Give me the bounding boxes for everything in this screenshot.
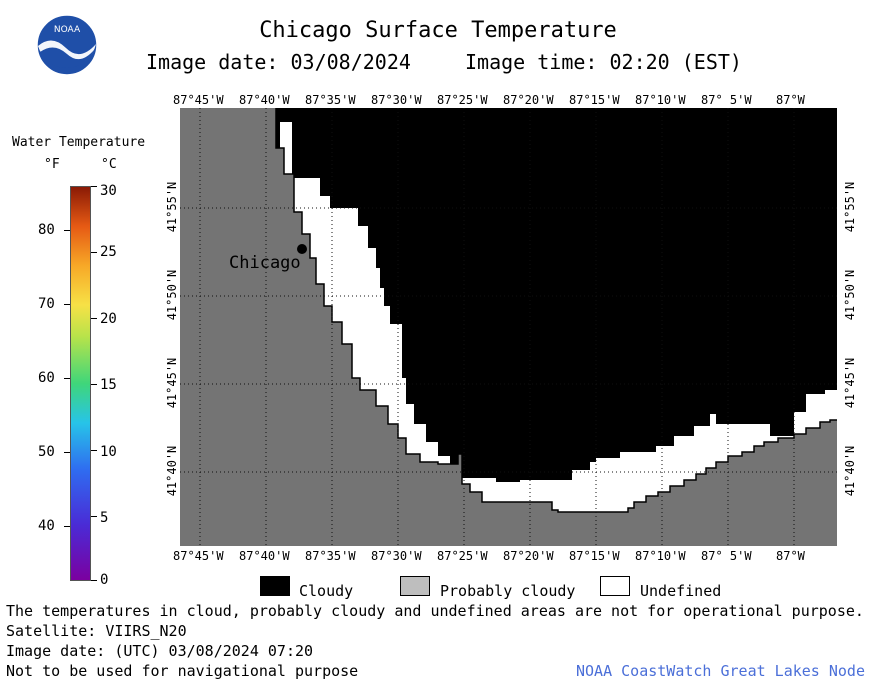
lon-label-bottom: 87°30'W	[371, 549, 422, 563]
legend-tick-c: 15	[100, 377, 117, 393]
probably-cloudy-label: Probably cloudy	[440, 582, 576, 600]
legend-tick-f: 80	[38, 222, 55, 238]
chicago-marker	[297, 244, 307, 254]
lon-label-top: 87°40'W	[239, 93, 290, 107]
legend-tick-f: 50	[38, 444, 55, 460]
page-title: Chicago Surface Temperature	[259, 18, 617, 43]
legend-tick-f: 40	[38, 518, 55, 534]
lon-label-bottom: 87° 5'W	[701, 549, 752, 563]
lat-label-right: 41°55'N	[843, 181, 857, 233]
navigation-warning: Not to be used for navigational purpose	[6, 662, 359, 680]
land-area	[180, 108, 837, 546]
cloudy-swatch	[260, 576, 290, 596]
lon-label-top: 87° 5'W	[701, 93, 752, 107]
legend-tick-c: 20	[100, 311, 117, 327]
lon-label-bottom: 87°10'W	[635, 549, 686, 563]
probably-cloudy-swatch	[400, 576, 430, 596]
chicago-label: Chicago	[229, 253, 301, 273]
map-area	[180, 108, 837, 550]
utc-date-text: Image date: (UTC) 03/08/2024 07:20	[6, 642, 314, 660]
lon-label-bottom: 87°20'W	[503, 549, 554, 563]
lon-label-bottom: 87°25'W	[437, 549, 488, 563]
lon-label-bottom: 87°40'W	[239, 549, 290, 563]
legend-tick-c: 10	[100, 444, 117, 460]
legend-unit-c: °C	[101, 157, 117, 172]
lon-label-top: 87°30'W	[371, 93, 422, 107]
graticule	[180, 108, 837, 546]
undefined-area	[280, 122, 837, 546]
lon-label-top: 87°35'W	[305, 93, 356, 107]
legend-tick-c: 5	[100, 510, 109, 526]
lat-label-right: 41°45'N	[843, 357, 857, 409]
legend-tick-c: 30	[100, 183, 117, 199]
lon-label-top: 87°10'W	[635, 93, 686, 107]
cloudy-label: Cloudy	[299, 582, 354, 600]
legend-tick-f: 70	[38, 296, 55, 312]
legend-title: Water Temperature	[12, 135, 146, 150]
legend-unit-f: °F	[44, 157, 60, 172]
image-date: Image date: 03/08/2024	[146, 50, 411, 74]
lon-label-top: 87°W	[776, 93, 805, 107]
lat-label-right: 41°40'N	[843, 445, 857, 497]
legend-tick-c: 25	[100, 244, 117, 260]
legend-tick-f: 60	[38, 370, 55, 386]
lon-label-bottom: 87°45'W	[173, 549, 224, 563]
undefined-swatch	[600, 576, 630, 596]
lat-label-left: 41°50'N	[165, 269, 179, 321]
logo-text: NOAA	[53, 25, 81, 35]
lon-label-top: 87°15'W	[569, 93, 620, 107]
lat-label-left: 41°55'N	[165, 181, 179, 233]
lon-label-bottom: 87°W	[776, 549, 805, 563]
satellite-text: Satellite: VIIRS_N20	[6, 622, 187, 640]
lon-label-bottom: 87°15'W	[569, 549, 620, 563]
lat-label-right: 41°50'N	[843, 269, 857, 321]
image-time: Image time: 02:20 (EST)	[465, 50, 742, 74]
undefined-label: Undefined	[640, 582, 722, 600]
disclaimer-text: The temperatures in cloud, probably clou…	[6, 602, 864, 620]
lon-label-top: 87°45'W	[173, 93, 224, 107]
credit-text: NOAA CoastWatch Great Lakes Node	[576, 662, 865, 680]
noaa-logo: NOAA	[36, 14, 98, 76]
lon-label-top: 87°20'W	[503, 93, 554, 107]
temperature-color-bar	[70, 186, 91, 581]
lon-label-top: 87°25'W	[437, 93, 488, 107]
legend-tick-c: 0	[100, 572, 109, 588]
lon-label-bottom: 87°35'W	[305, 549, 356, 563]
lat-label-left: 41°45'N	[165, 357, 179, 409]
shoreline	[275, 108, 837, 513]
lat-label-left: 41°40'N	[165, 445, 179, 497]
